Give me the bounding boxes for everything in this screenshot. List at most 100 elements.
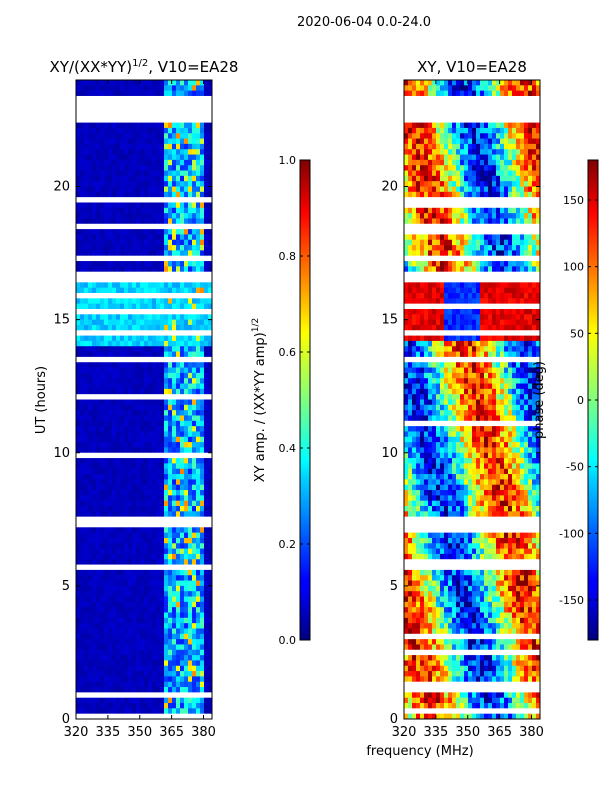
- heatmap-cell: [196, 101, 201, 108]
- heatmap-cell: [468, 159, 473, 166]
- heatmap-cell: [184, 431, 189, 438]
- heatmap-cell: [448, 106, 453, 113]
- heatmap-cell: [96, 234, 101, 241]
- heatmap-cell: [104, 330, 109, 336]
- heatmap-cell: [168, 154, 173, 161]
- heatmap-cell: [132, 681, 137, 688]
- heatmap-cell: [184, 138, 189, 145]
- heatmap-cell: [516, 90, 521, 97]
- heatmap-cell: [164, 308, 169, 315]
- heatmap-cell: [104, 90, 109, 97]
- heatmap-cell: [80, 591, 85, 597]
- heatmap-cell: [120, 143, 125, 150]
- heatmap-cell: [132, 133, 137, 139]
- heatmap-cell: [424, 127, 429, 134]
- heatmap-cell: [132, 202, 137, 209]
- heatmap-cell: [152, 703, 157, 709]
- heatmap-cell: [464, 149, 469, 155]
- heatmap-cell: [124, 314, 129, 321]
- heatmap-cell: [488, 191, 493, 198]
- heatmap-cell: [88, 601, 93, 608]
- heatmap-cell: [452, 101, 457, 108]
- heatmap-cell: [76, 633, 81, 640]
- heatmap-cell: [120, 250, 125, 257]
- heatmap-cell: [168, 245, 173, 251]
- heatmap-cell: [92, 543, 97, 550]
- heatmap-cell: [132, 95, 137, 102]
- heatmap-cell: [528, 143, 533, 150]
- heatmap-cell: [144, 564, 149, 571]
- heatmap-cell: [148, 687, 153, 693]
- heatmap-cell: [152, 521, 157, 528]
- heatmap-cell: [140, 181, 145, 187]
- heatmap-cell: [196, 708, 201, 715]
- heatmap-cell: [100, 138, 105, 145]
- heatmap-cell: [176, 591, 181, 597]
- heatmap-cell: [88, 165, 93, 171]
- heatmap-cell: [100, 468, 105, 475]
- heatmap-cell: [524, 111, 529, 118]
- x-tick-label: 320: [64, 725, 89, 740]
- heatmap-cell: [188, 223, 193, 230]
- heatmap-cell: [440, 143, 445, 150]
- heatmap-cell: [492, 127, 497, 134]
- heatmap-cell: [404, 101, 409, 108]
- heatmap-cell: [92, 154, 97, 161]
- heatmap-cell: [104, 378, 109, 384]
- heatmap-cell: [164, 681, 169, 688]
- heatmap-cell: [416, 90, 421, 97]
- heatmap-cell: [116, 537, 121, 544]
- heatmap-cell: [488, 159, 493, 166]
- heatmap-cell: [420, 80, 425, 86]
- heatmap-cell: [148, 585, 153, 592]
- heatmap-cell: [144, 111, 149, 118]
- heatmap-cell: [484, 85, 489, 92]
- heatmap-cell: [140, 548, 145, 555]
- heatmap-cell: [168, 585, 173, 592]
- heatmap-cell: [192, 303, 197, 310]
- heatmap-cell: [128, 330, 133, 336]
- heatmap-cell: [148, 569, 153, 576]
- heatmap-cell: [208, 213, 212, 219]
- heatmap-cell: [136, 149, 141, 155]
- heatmap-cell: [468, 165, 473, 171]
- heatmap-cell: [404, 85, 409, 92]
- heatmap-cell: [156, 367, 161, 374]
- heatmap-cell: [164, 404, 169, 411]
- heatmap-cell: [124, 532, 129, 539]
- heatmap-cell: [112, 628, 117, 635]
- heatmap-cell: [204, 165, 209, 171]
- heatmap-cell: [152, 639, 157, 645]
- heatmap-cell: [532, 154, 537, 161]
- heatmap-cell: [160, 585, 165, 592]
- heatmap-cell: [76, 175, 81, 182]
- heatmap-cell: [192, 580, 197, 587]
- heatmap-cell: [168, 287, 173, 294]
- heatmap-cell: [204, 213, 209, 219]
- heatmap-cell: [196, 553, 201, 560]
- heatmap-cell: [84, 330, 89, 336]
- heatmap-cell: [96, 687, 101, 693]
- heatmap-cell: [504, 143, 509, 150]
- heatmap-cell: [164, 122, 169, 129]
- heatmap-cell: [500, 175, 505, 182]
- heatmap-cell: [96, 346, 101, 352]
- heatmap-cell: [196, 372, 201, 379]
- heatmap-cell: [148, 255, 153, 262]
- heatmap-cell: [136, 671, 141, 677]
- heatmap-cell: [104, 596, 109, 603]
- heatmap-cell: [492, 170, 497, 177]
- heatmap-cell: [132, 191, 137, 198]
- heatmap-cell: [208, 436, 212, 443]
- heatmap-cell: [92, 426, 97, 432]
- heatmap-cell: [192, 628, 197, 635]
- heatmap-cell: [136, 229, 141, 235]
- heatmap-cell: [144, 250, 149, 257]
- heatmap-cell: [532, 138, 537, 145]
- heatmap-cell: [428, 127, 433, 134]
- heatmap-cell: [180, 239, 185, 246]
- heatmap-cell: [412, 127, 417, 134]
- heatmap-cell: [132, 644, 137, 651]
- heatmap-cell: [160, 676, 165, 683]
- heatmap-cell: [140, 85, 145, 92]
